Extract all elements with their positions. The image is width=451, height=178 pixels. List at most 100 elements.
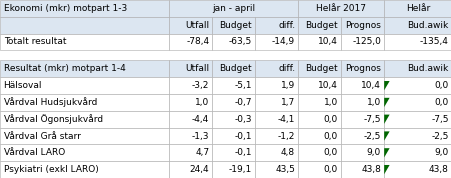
Text: -0,1: -0,1 (234, 132, 252, 140)
Text: -0,7: -0,7 (234, 98, 252, 107)
Bar (298, 94, 341, 111)
Bar (298, 0, 383, 17)
Polygon shape (383, 148, 389, 157)
Bar (212, 128, 255, 144)
Text: Resultat (mkr) motpart 1-4: Resultat (mkr) motpart 1-4 (4, 64, 125, 73)
Bar (255, 17, 298, 34)
Bar (341, 77, 383, 94)
Text: 4,7: 4,7 (195, 148, 209, 157)
Bar (255, 61, 298, 77)
Text: 0,0: 0,0 (433, 98, 448, 107)
Bar (169, 161, 212, 178)
Bar (0, 17, 169, 34)
Bar (212, 144, 255, 161)
Bar (383, 94, 451, 111)
Text: 9,0: 9,0 (366, 148, 380, 157)
Polygon shape (383, 131, 389, 141)
Text: diff.: diff. (277, 64, 295, 73)
Bar (383, 34, 451, 50)
Text: Bud.awik: Bud.awik (407, 21, 448, 30)
Text: -0,1: -0,1 (234, 148, 252, 157)
Text: Vårdval Hudsjukvård: Vårdval Hudsjukvård (4, 98, 97, 107)
Bar (0, 0, 169, 17)
Text: -7,5: -7,5 (430, 115, 448, 124)
Text: -4,4: -4,4 (192, 115, 209, 124)
Bar (169, 111, 212, 128)
Bar (341, 128, 383, 144)
Bar (383, 0, 451, 17)
Bar (298, 34, 341, 50)
Text: 4,8: 4,8 (281, 148, 295, 157)
Text: 0,0: 0,0 (323, 165, 337, 174)
Text: -63,5: -63,5 (229, 38, 252, 46)
Text: 43,5: 43,5 (275, 165, 295, 174)
Bar (0, 128, 169, 144)
Bar (383, 144, 451, 161)
Text: -2,5: -2,5 (363, 132, 380, 140)
Bar (0, 161, 169, 178)
Bar (212, 111, 255, 128)
Text: -78,4: -78,4 (186, 38, 209, 46)
Text: 1,9: 1,9 (280, 81, 295, 90)
Bar (341, 144, 383, 161)
Bar (0, 111, 169, 128)
Text: Prognos: Prognos (345, 64, 380, 73)
Bar (169, 17, 212, 34)
Text: -19,1: -19,1 (229, 165, 252, 174)
Text: 1,7: 1,7 (280, 98, 295, 107)
Bar (341, 17, 383, 34)
Bar (0, 77, 169, 94)
Text: 1,0: 1,0 (366, 98, 380, 107)
Text: Totalt resultat: Totalt resultat (4, 38, 66, 46)
Text: 0,0: 0,0 (323, 132, 337, 140)
Text: 0,0: 0,0 (323, 148, 337, 157)
Bar (255, 77, 298, 94)
Polygon shape (383, 115, 389, 124)
Polygon shape (383, 165, 389, 174)
Text: Utfall: Utfall (185, 21, 209, 30)
Text: 43,8: 43,8 (428, 165, 448, 174)
Text: Prognos: Prognos (345, 21, 380, 30)
Text: 0,0: 0,0 (433, 81, 448, 90)
Text: 1,0: 1,0 (323, 98, 337, 107)
Bar (298, 111, 341, 128)
Text: -125,0: -125,0 (351, 38, 380, 46)
Polygon shape (383, 81, 389, 90)
Text: Helår 2017: Helår 2017 (316, 4, 365, 13)
Bar (169, 34, 212, 50)
Bar (169, 0, 298, 17)
Bar (383, 161, 451, 178)
Bar (169, 94, 212, 111)
Bar (383, 111, 451, 128)
Text: Helår: Helår (405, 4, 429, 13)
Text: 10,4: 10,4 (318, 38, 337, 46)
Bar (298, 161, 341, 178)
Text: -4,1: -4,1 (277, 115, 295, 124)
Bar (383, 128, 451, 144)
Bar (169, 128, 212, 144)
Text: 1,0: 1,0 (194, 98, 209, 107)
Text: -7,5: -7,5 (363, 115, 380, 124)
Text: 0,0: 0,0 (323, 115, 337, 124)
Bar (255, 111, 298, 128)
Bar (383, 77, 451, 94)
Bar (212, 161, 255, 178)
Text: Budget: Budget (219, 21, 252, 30)
Text: jan - april: jan - april (212, 4, 255, 13)
Bar (0, 94, 169, 111)
Text: Budget: Budget (305, 64, 337, 73)
Text: Bud.awik: Bud.awik (407, 64, 448, 73)
Bar (341, 161, 383, 178)
Bar (341, 94, 383, 111)
Bar (383, 17, 451, 34)
Bar (298, 77, 341, 94)
Text: Ekonomi (mkr) motpart 1-3: Ekonomi (mkr) motpart 1-3 (4, 4, 127, 13)
Text: Utfall: Utfall (185, 64, 209, 73)
Polygon shape (383, 98, 389, 107)
Bar (298, 128, 341, 144)
Bar (383, 61, 451, 77)
Bar (212, 94, 255, 111)
Text: -135,4: -135,4 (419, 38, 448, 46)
Text: 43,8: 43,8 (360, 165, 380, 174)
Bar (0, 144, 169, 161)
